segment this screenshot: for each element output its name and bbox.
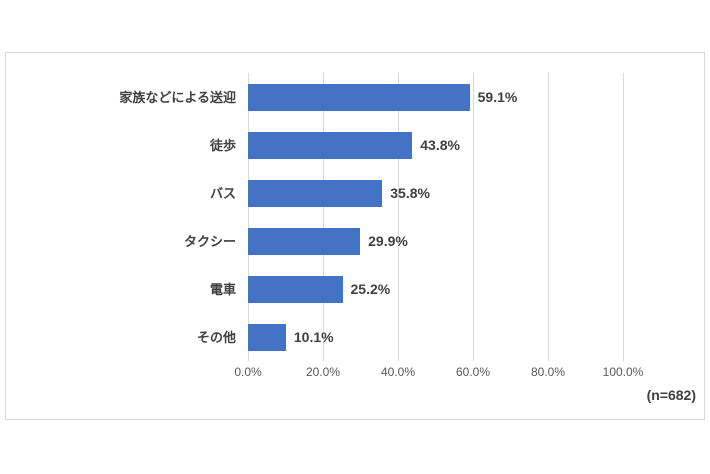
x-tick-label: 40.0%: [380, 365, 416, 379]
category-label: バス: [209, 185, 236, 201]
x-tick-label: 0.0%: [234, 365, 262, 379]
category-label: 家族などによる送迎: [119, 89, 236, 105]
x-tick-label: 20.0%: [305, 365, 341, 379]
gridline: [398, 73, 399, 361]
x-tick-label: 100.0%: [602, 365, 644, 379]
gridline: [323, 73, 324, 361]
plot-area: [248, 73, 624, 361]
category-label: その他: [196, 329, 236, 345]
bar: [248, 227, 361, 255]
bar: [248, 131, 413, 159]
sample-size-annotation: (n=682): [646, 387, 696, 403]
category-label: タクシー: [183, 233, 236, 249]
bar: [248, 323, 286, 351]
value-label: 10.1%: [293, 328, 334, 345]
gridline: [548, 73, 549, 361]
y-axis-line: [248, 73, 249, 361]
chart-box: (n=682) 家族などによる送迎 59.1% 徒歩 43.8% バス 35.8% タクシー…: [5, 52, 705, 420]
bar: [248, 179, 383, 207]
bar: [248, 83, 470, 111]
value-label: 25.2%: [350, 280, 391, 297]
value-label: 35.8%: [390, 184, 430, 201]
x-tick-label: 60.0%: [455, 365, 491, 379]
gridline: [623, 73, 624, 361]
value-label: 59.1%: [477, 88, 518, 105]
x-tick-label: 80.0%: [530, 365, 566, 379]
category-label: 徒歩: [209, 137, 236, 153]
value-label: 43.8%: [420, 136, 460, 153]
gridline: [473, 73, 474, 361]
bar: [248, 275, 343, 303]
category-label: 電車: [209, 281, 236, 297]
value-label: 29.9%: [368, 232, 408, 249]
